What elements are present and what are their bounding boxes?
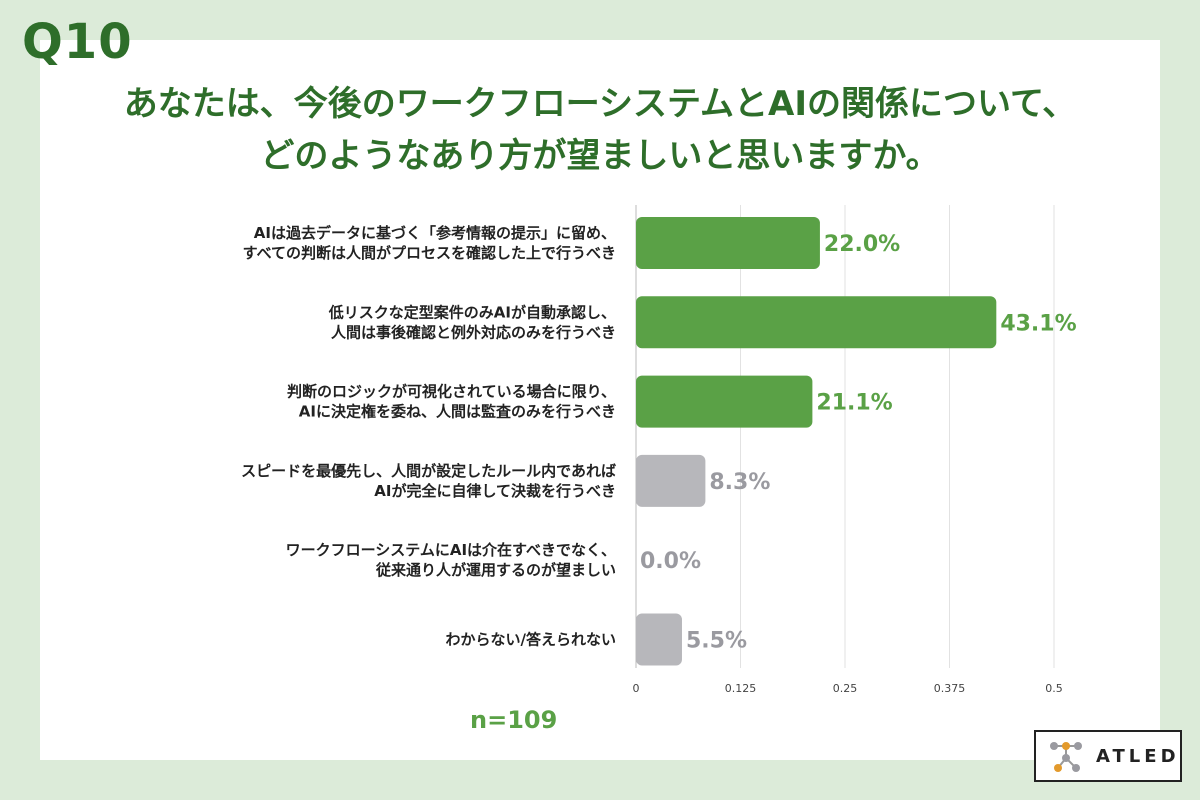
- category-label: わからない/答えられない: [446, 631, 616, 649]
- category-label: 判断のロジックが可視化されている場合に限り、: [287, 383, 616, 401]
- value-label: 21.1%: [816, 391, 892, 416]
- value-label: 5.5%: [686, 629, 747, 654]
- bar: [636, 296, 997, 349]
- chart-card: [40, 40, 1160, 760]
- value-label: 43.1%: [1000, 311, 1076, 336]
- category-label: AIに決定権を委ね、人間は監査のみを行うべき: [299, 403, 616, 421]
- value-label: 22.0%: [824, 232, 900, 257]
- title-line-1: あなたは、今後のワークフローシステムとAIの関係について、: [123, 84, 1077, 124]
- atled-logo: ATLED: [1034, 730, 1182, 782]
- bar: [636, 217, 820, 269]
- bar: [636, 613, 682, 666]
- chart-title: あなたは、今後のワークフローシステムとAIの関係について、 どのようなあり方が望…: [40, 78, 1160, 182]
- x-tick-label: 0: [633, 682, 640, 695]
- logo-network-icon: [1050, 742, 1082, 772]
- value-label: 8.3%: [709, 470, 770, 495]
- title-line-2: どのようなあり方が望ましいと思いますか。: [260, 136, 940, 176]
- sample-size: n=109: [470, 706, 558, 734]
- category-label: 低リスクな定型案件のみAIが自動承認し、: [328, 303, 616, 321]
- bar: [636, 375, 813, 428]
- category-label: ワークフローシステムにAIは介在すべきでなく、: [286, 541, 616, 559]
- category-label: すべての判断は人間がプロセスを確認した上で行うべき: [243, 244, 616, 262]
- category-label: AIが完全に自律して決裁を行うべき: [374, 482, 616, 500]
- x-tick-label: 0.125: [725, 682, 757, 695]
- bar: [636, 454, 706, 507]
- value-label: 0.0%: [640, 549, 701, 574]
- category-label: AIは過去データに基づく「参考情報の提示」に留め、: [254, 224, 616, 242]
- x-tick-label: 0.5: [1045, 682, 1063, 695]
- logo-text: ATLED: [1096, 746, 1180, 767]
- question-number: Q10: [22, 14, 133, 70]
- category-label: 従来通り人が運用するのが望ましい: [375, 561, 616, 579]
- category-label: スピードを最優先し、人間が設定したルール内であれば: [241, 462, 616, 480]
- x-tick-label: 0.25: [833, 682, 858, 695]
- x-tick-label: 0.375: [934, 682, 966, 695]
- category-label: 人間は事後確認と例外対応のみを行うべき: [331, 323, 616, 341]
